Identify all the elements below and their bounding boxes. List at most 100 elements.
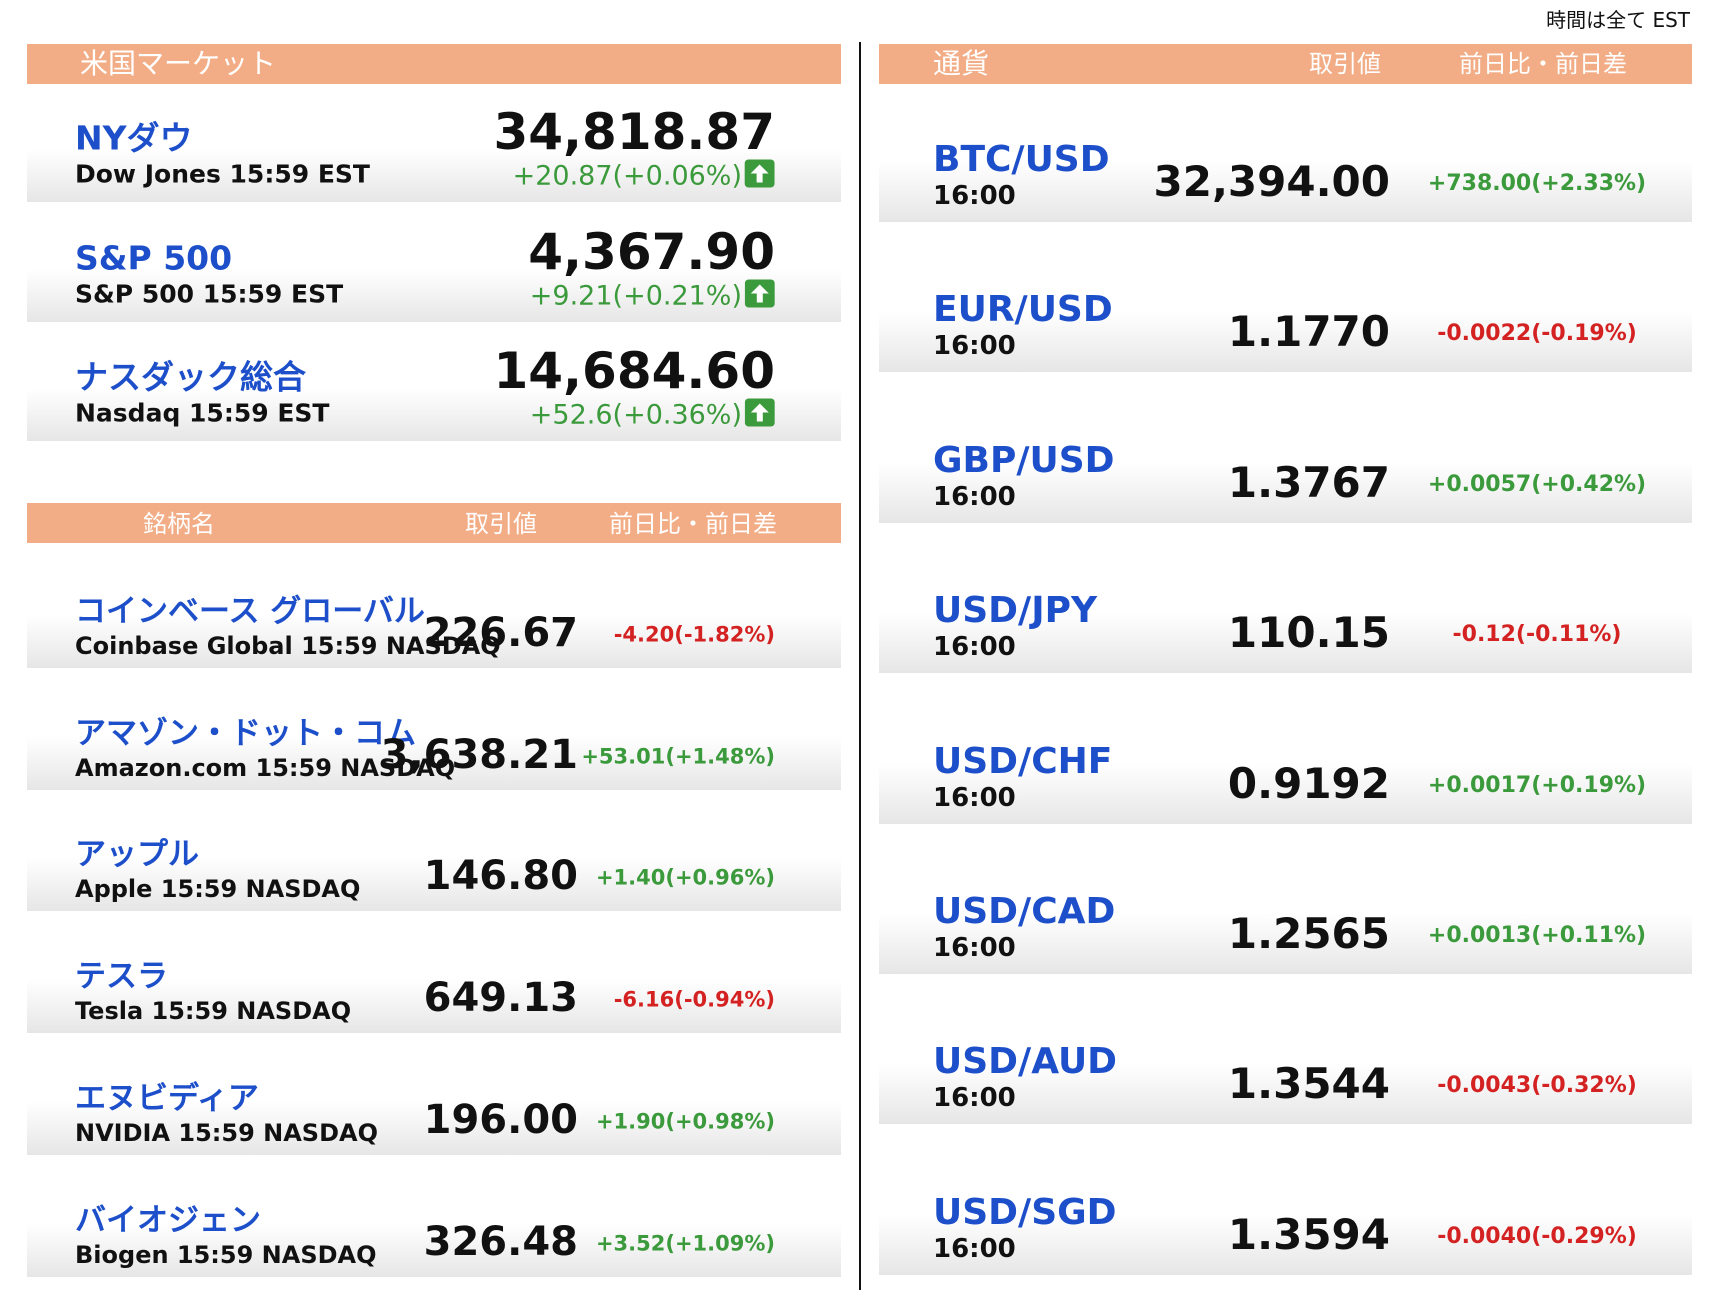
currency-time: 16:00 (933, 181, 1016, 211)
stock-price: 196.00 (423, 1096, 578, 1143)
currency-row (879, 689, 1692, 824)
currency-pair: EUR/USD (933, 289, 1113, 331)
currency-change: +0.0013(+0.11%) (1427, 923, 1647, 948)
stock-change: +1.90(+0.98%) (595, 1109, 775, 1134)
stock-name: アマゾン・ドット・コム (75, 715, 416, 752)
stock-sub: Coinbase Global 15:59 NASDAQ (75, 632, 501, 660)
stock-change: +53.01(+1.48%) (581, 744, 775, 769)
stock-sub: NVIDIA 15:59 NASDAQ (75, 1118, 378, 1147)
stock-sub: Apple 15:59 NASDAQ (75, 875, 361, 904)
currency-time: 16:00 (933, 481, 1016, 512)
currency-pair: GBP/USD (933, 439, 1115, 481)
currency-value: 110.15 (1227, 608, 1390, 658)
divider (859, 42, 861, 1290)
stock-row (27, 792, 841, 912)
currency-time: 16:00 (933, 632, 1016, 663)
change-text: +9.21(+0.21%) (529, 280, 742, 311)
currency-time: 16:00 (933, 933, 1016, 963)
column-header: 前日比・前日差 (1459, 50, 1627, 78)
currency-value: 1.1770 (1227, 307, 1390, 357)
up-icon (745, 159, 775, 193)
currency-change: -0.0022(-0.19%) (1437, 321, 1637, 347)
column-header: 通貨 (933, 47, 990, 80)
stock-row (27, 549, 841, 668)
index-name: S&P 500 (75, 238, 233, 277)
stock-name: エヌビディア (75, 1080, 259, 1117)
currency-pair: USD/CHF (933, 740, 1113, 782)
currency-pair: USD/CAD (933, 891, 1116, 932)
index-row (27, 205, 841, 322)
change-text: +20.87(+0.06%) (512, 160, 742, 192)
currency-change: -0.0040(-0.29%) (1437, 1223, 1637, 1249)
currency-pair: USD/JPY (933, 590, 1098, 632)
currency-row (879, 840, 1692, 974)
stock-sub: Tesla 15:59 NASDAQ (75, 997, 352, 1026)
index-sub: Nasdaq 15:59 EST (75, 398, 330, 428)
currency-pair: USD/AUD (933, 1041, 1118, 1083)
stock-price: 649.13 (423, 975, 578, 1022)
up-icon (745, 279, 775, 312)
currency-value: 0.9192 (1227, 758, 1390, 808)
index-change: +52.6(+0.36%) (529, 398, 775, 432)
header-bar (27, 503, 841, 543)
column-header: 取引値 (1309, 50, 1381, 78)
column-header: 取引値 (465, 510, 537, 538)
change-text: +52.6(+0.36%) (529, 399, 742, 431)
column-header: 前日比・前日差 (609, 510, 777, 538)
stock-change: +1.40(+0.96%) (595, 865, 775, 890)
currency-row (879, 88, 1692, 222)
stock-change: -6.16(-0.94%) (613, 987, 775, 1012)
stock-row (27, 914, 841, 1034)
currency-pair: USD/SGD (933, 1191, 1117, 1233)
index-sub: Dow Jones 15:59 EST (75, 159, 370, 189)
stock-name: コインベース グローバル (75, 593, 425, 630)
stock-price: 3,638.21 (380, 731, 578, 778)
column-header: 銘柄名 (143, 510, 215, 538)
currency-change: +0.0017(+0.19%) (1427, 772, 1647, 798)
index-row (27, 86, 841, 202)
stock-price: 146.80 (423, 853, 578, 900)
currency-value: 1.3767 (1227, 457, 1390, 507)
currency-row (879, 238, 1692, 373)
currency-value: 1.3594 (1227, 1209, 1390, 1259)
index-value: 4,367.90 (528, 222, 775, 281)
stock-name: テスラ (75, 958, 168, 995)
time-note: 時間は全て EST (1546, 8, 1690, 32)
index-value: 34,818.87 (493, 103, 775, 161)
currency-row (879, 539, 1692, 674)
stock-row (27, 1035, 841, 1155)
currency-row (879, 388, 1692, 523)
index-name: NYダウ (75, 118, 193, 158)
currency-change: -0.12(-0.11%) (1452, 622, 1622, 648)
stock-name: アップル (75, 836, 199, 873)
index-name: ナスダック総合 (75, 357, 306, 397)
header-title: 米国マーケット (80, 47, 277, 80)
stock-price: 226.67 (423, 610, 578, 656)
stock-price: 326.48 (423, 1218, 578, 1265)
currency-change: -0.0043(-0.32%) (1437, 1073, 1637, 1099)
stock-name: バイオジェン (75, 1202, 261, 1238)
currency-change: +0.0057(+0.42%) (1427, 471, 1647, 497)
currency-pair: BTC/USD (933, 139, 1110, 180)
index-change: +9.21(+0.21%) (530, 279, 775, 312)
index-sub: S&P 500 15:59 EST (75, 279, 344, 308)
stock-change: +3.52(+1.09%) (595, 1231, 775, 1255)
stock-sub: Amazon.com 15:59 NASDAQ (75, 753, 456, 782)
currency-row (879, 990, 1692, 1125)
index-row (27, 325, 841, 441)
currency-time: 16:00 (933, 1083, 1016, 1114)
header-bar (879, 44, 1692, 84)
currency-value: 32,394.00 (1153, 157, 1390, 206)
currency-time: 16:00 (933, 782, 1016, 813)
up-icon (745, 398, 775, 432)
header-bar (27, 44, 841, 84)
currency-change: +738.00(+2.33%) (1427, 171, 1647, 196)
currency-value: 1.3544 (1227, 1059, 1390, 1109)
stock-change: -4.20(-1.82%) (613, 622, 775, 647)
stock-sub: Biogen 15:59 NASDAQ (75, 1240, 377, 1269)
currency-time: 16:00 (933, 1233, 1016, 1264)
index-change: +20.87(+0.06%) (512, 159, 775, 193)
stock-row (27, 670, 841, 790)
currency-time: 16:00 (933, 331, 1016, 362)
